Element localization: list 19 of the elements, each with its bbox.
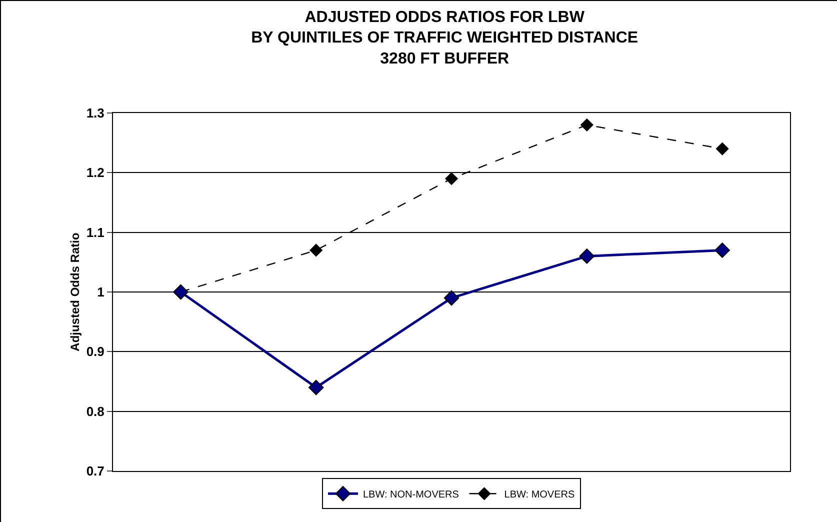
chart-title: ADJUSTED ODDS RATIOS FOR LBW BY QUINTILES OF TRAFFIC WEIGHTED DISTANCE 3280 FT BUFFER <box>251 8 638 68</box>
y-tick-label: 0.8 <box>86 404 104 419</box>
legend-label: LBW: NON-MOVERS <box>363 490 460 501</box>
point <box>444 290 460 306</box>
y-tick-label: 1.1 <box>86 224 104 240</box>
point <box>579 248 595 264</box>
legend-label: LBW: MOVERS <box>504 490 575 501</box>
y-tick-label: 1.3 <box>86 106 104 121</box>
y-tick-label: 1 <box>97 284 104 300</box>
y-tick-label: 1.2 <box>86 165 104 180</box>
point <box>308 380 324 396</box>
point <box>580 118 594 132</box>
point <box>716 142 729 156</box>
y-tick-label: 0.9 <box>86 344 104 360</box>
y-axis-title: Adjusted Odds Ratio <box>68 232 82 352</box>
y-tick-label: 0.7 <box>86 464 104 479</box>
point <box>445 172 458 185</box>
point <box>714 242 730 258</box>
point <box>310 244 322 257</box>
